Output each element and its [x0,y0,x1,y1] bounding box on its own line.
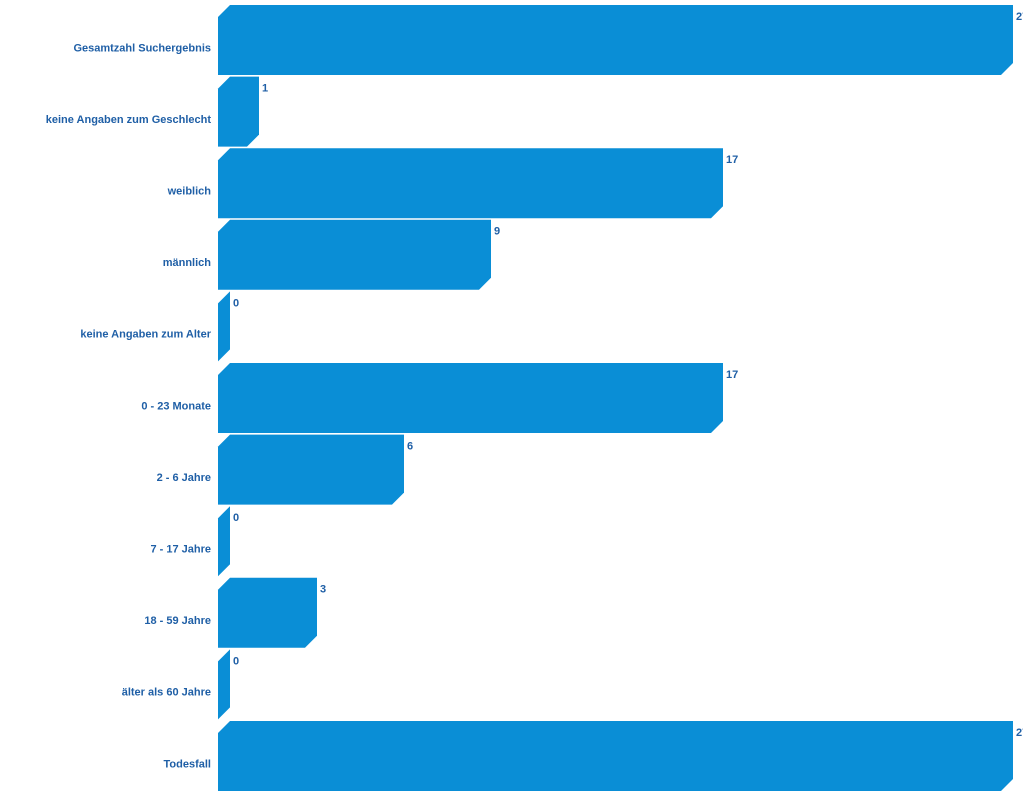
value-label: 27 [1016,11,1023,23]
category-label: 0 - 23 Monate [141,400,211,412]
bar [218,434,404,505]
category-label: Gesamtzahl Suchergebnis [73,42,211,54]
value-label: 0 [233,297,239,309]
value-label: 27 [1016,727,1023,739]
value-label: 17 [726,154,738,166]
category-label: keine Angaben zum Alter [80,329,211,341]
bar [218,577,317,648]
category-label: älter als 60 Jahre [122,687,211,699]
bar [218,506,230,577]
category-label: 7 - 17 Jahre [150,544,211,556]
bar [218,219,491,290]
bar [218,5,1013,75]
value-label: 0 [233,512,239,524]
bar [218,721,1013,791]
bar [218,148,723,219]
value-label: 0 [233,655,239,667]
value-label: 6 [407,441,413,453]
category-label: 18 - 59 Jahre [144,615,211,627]
bar [218,76,259,147]
bar [218,649,230,720]
value-label: 1 [262,83,268,95]
category-label: keine Angaben zum Geschlecht [46,114,212,126]
value-label: 9 [494,226,500,238]
category-label: männlich [163,257,212,269]
value-label: 3 [320,584,326,596]
category-label: weiblich [167,186,212,198]
category-label: Todesfall [164,758,211,770]
bar [218,363,723,433]
value-label: 17 [726,369,738,381]
category-label: 2 - 6 Jahre [157,472,211,484]
bar [218,291,230,362]
